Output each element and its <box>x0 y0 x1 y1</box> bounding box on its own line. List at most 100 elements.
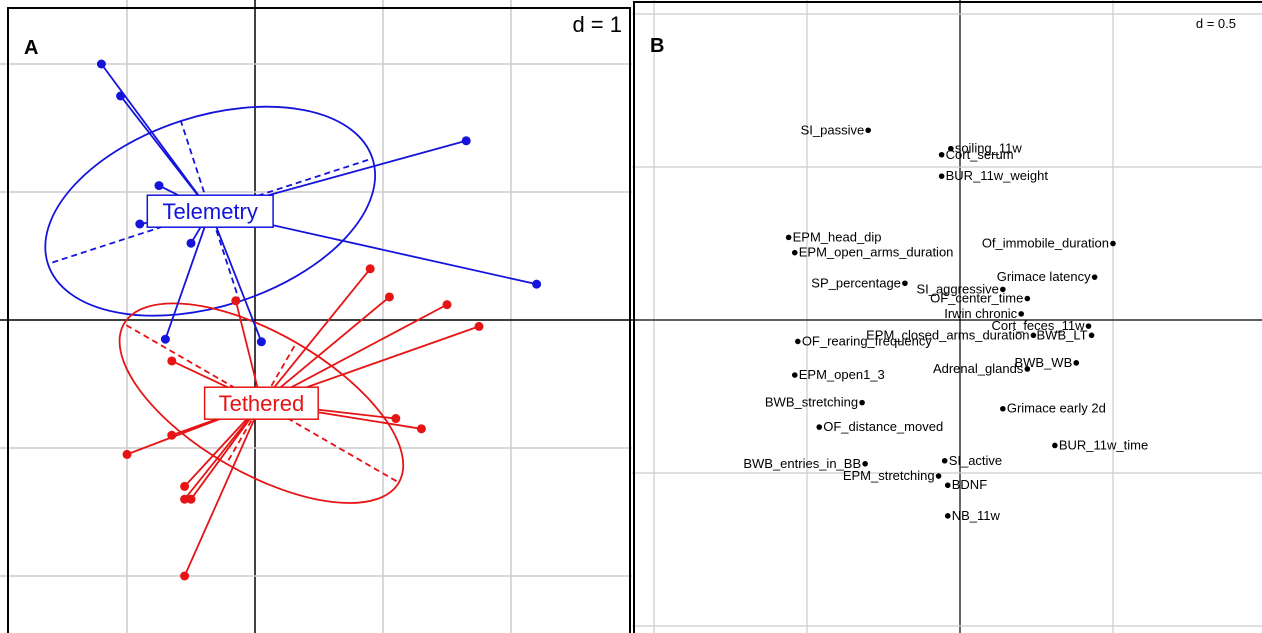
variable-label: SP_percentage <box>811 275 901 290</box>
variable-label: Adrenal_glands <box>933 361 1024 376</box>
tethered-point <box>180 481 190 491</box>
panel-a-group-labels: Telemetry Tethered <box>146 194 319 420</box>
tethered-star-line <box>234 300 263 404</box>
telemetry-ellipse-axis <box>47 210 211 265</box>
panel-b-scale-label: d = 0.5 <box>1196 16 1236 31</box>
variable-point <box>1091 274 1098 280</box>
telemetry-point <box>135 219 145 229</box>
panel-a-scale-label: d = 1 <box>572 12 622 37</box>
variable-point <box>941 457 948 464</box>
variable-point <box>1024 366 1031 372</box>
variable-point <box>791 372 798 378</box>
variable-point <box>938 151 945 158</box>
tethered-ellipse-axis <box>123 323 262 404</box>
variable-point <box>859 399 865 406</box>
panel-a-ellipses <box>44 105 405 504</box>
telemetry-point <box>160 334 170 344</box>
variable-label: OF_rearing_frequency <box>802 333 933 348</box>
telemetry-point <box>116 91 126 101</box>
tethered-point <box>474 321 484 331</box>
tethered-point <box>167 356 177 366</box>
panel-a-plot: Telemetry Tethered A d = 1 <box>0 0 632 633</box>
variable-label: EPM_closed_arms_duration <box>866 327 1029 342</box>
variable-point <box>865 127 871 134</box>
variable-point <box>1085 323 1092 329</box>
variable-point <box>795 338 801 345</box>
variable-label: BWB_LT <box>1037 327 1088 342</box>
panel-b-grid <box>632 0 1262 633</box>
tethered-point <box>122 449 132 459</box>
telemetry-point <box>96 59 106 69</box>
tethered-point <box>391 414 401 424</box>
variable-label: Grimace latency <box>997 269 1091 284</box>
variable-point <box>1052 442 1058 449</box>
telemetry-group-label: Telemetry <box>163 199 258 224</box>
tethered-ellipse-axis <box>260 402 400 484</box>
telemetry-point <box>186 238 196 248</box>
variable-label: SI_passive <box>801 122 865 137</box>
tethered-star-line <box>260 268 371 404</box>
variable-label: Of_immobile_duration <box>982 236 1109 251</box>
variable-point <box>935 473 942 479</box>
tethered-ellipse <box>118 302 405 504</box>
tethered-point <box>186 494 196 504</box>
variable-label: BWB_stretching <box>765 395 858 410</box>
tethered-star-line <box>183 402 263 577</box>
variable-point <box>1088 332 1095 339</box>
variable-label: EPM_open1_3 <box>799 367 885 382</box>
variable-point <box>1110 240 1116 247</box>
tethered-point <box>167 430 177 440</box>
telemetry-group-label-box <box>146 194 274 228</box>
panel-a-border <box>7 7 631 633</box>
telemetry-point <box>461 136 471 146</box>
tethered-group-label: Tethered <box>219 391 305 416</box>
telemetry-point <box>532 279 542 289</box>
variable-point <box>1000 405 1006 412</box>
variable-point <box>902 280 908 287</box>
variable-label: Irwin chronic <box>944 306 1017 321</box>
variable-point <box>938 173 945 179</box>
variable-label: Grimace early 2d <box>1007 401 1106 416</box>
tethered-point <box>231 296 241 306</box>
variable-label: SI_active <box>949 453 1002 468</box>
variable-point <box>1018 311 1024 317</box>
variable-point <box>1024 295 1031 302</box>
variable-label: EPM_open_arms_duration <box>799 245 954 260</box>
variable-point <box>948 145 954 152</box>
tethered-group-label-box <box>203 386 319 420</box>
telemetry-point <box>154 181 164 191</box>
tethered-point <box>365 264 375 274</box>
telemetry-point <box>256 337 266 347</box>
telemetry-star-line <box>164 210 212 340</box>
variable-label: BWB_WB <box>1014 355 1072 370</box>
variable-label: OF_center_time <box>930 291 1023 306</box>
variable-label: OF_distance_moved <box>823 419 943 434</box>
variable-point <box>1030 332 1037 339</box>
panel-a-letter: A <box>24 37 38 59</box>
variable-point <box>1000 286 1006 293</box>
tethered-point <box>442 300 452 310</box>
variable-label: soiling_11w <box>955 141 1023 156</box>
variable-point <box>791 249 798 256</box>
telemetry-star-line <box>209 210 263 343</box>
variable-label: BUR_11w_time <box>1059 437 1148 452</box>
variable-label: Cort_feces_11w <box>992 318 1086 333</box>
variable-point <box>816 424 823 430</box>
variable-point <box>944 482 951 489</box>
panel-a-grid <box>0 0 632 633</box>
telemetry-star-line <box>119 95 211 212</box>
variable-label: SI_aggressive <box>916 281 998 296</box>
variable-label: BDNF <box>952 477 987 492</box>
tethered-star-line <box>260 296 390 404</box>
tethered-point <box>384 292 394 302</box>
variable-point <box>944 513 951 519</box>
variable-point <box>862 461 868 467</box>
variable-label: Cort_serum <box>946 147 1014 162</box>
panel-b-border <box>633 1 1262 633</box>
panel-a-points <box>96 59 542 581</box>
tethered-point <box>180 571 190 581</box>
tethered-point <box>416 424 426 434</box>
variable-label: BWB_entries_in_BB <box>743 456 861 471</box>
